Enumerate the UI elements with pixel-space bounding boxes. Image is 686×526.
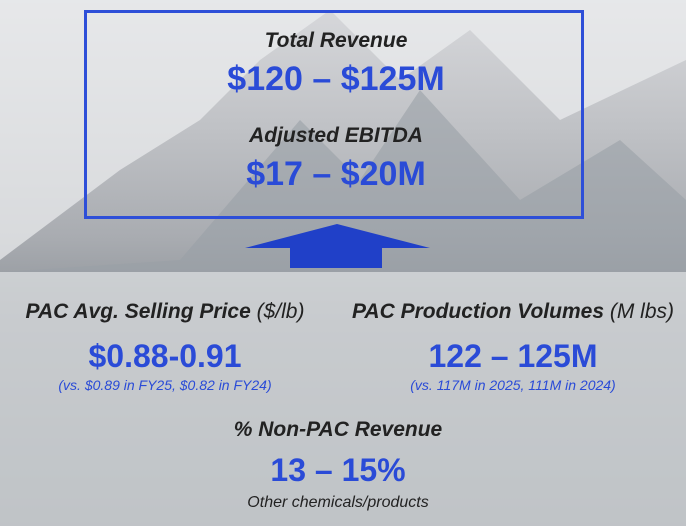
metric-value: 13 – 15% xyxy=(270,452,406,488)
metric-unit: ($/lb) xyxy=(256,300,305,323)
summary-label: Total Revenue xyxy=(264,29,408,52)
summary-label: Adjusted EBITDA xyxy=(249,124,423,147)
summary-value: $120 – $125M xyxy=(227,60,445,98)
metric-label: % Non-PAC Revenue xyxy=(233,418,443,441)
metric-value: $0.88-0.91 xyxy=(88,338,242,374)
summary-value: $17 – $20M xyxy=(246,155,426,193)
metric-label: PAC Production Volumes (M lbs) xyxy=(352,300,674,324)
lower-band xyxy=(0,272,686,526)
metric-value: 122 – 125M xyxy=(428,338,598,374)
metric-note: Other chemicals/products xyxy=(247,494,429,511)
summary-box xyxy=(84,10,584,219)
metric-label: PAC Avg. Selling Price ($/lb) xyxy=(26,300,305,324)
metric-name: PAC Production Volumes xyxy=(351,300,605,323)
metric-note: (vs. $0.89 in FY25, $0.82 in FY24) xyxy=(58,377,272,393)
metric-unit: (M lbs) xyxy=(609,300,675,323)
metric-name: PAC Avg. Selling Price xyxy=(25,300,251,323)
metric-note: (vs. 117M in 2025, 111M in 2024) xyxy=(410,377,616,393)
